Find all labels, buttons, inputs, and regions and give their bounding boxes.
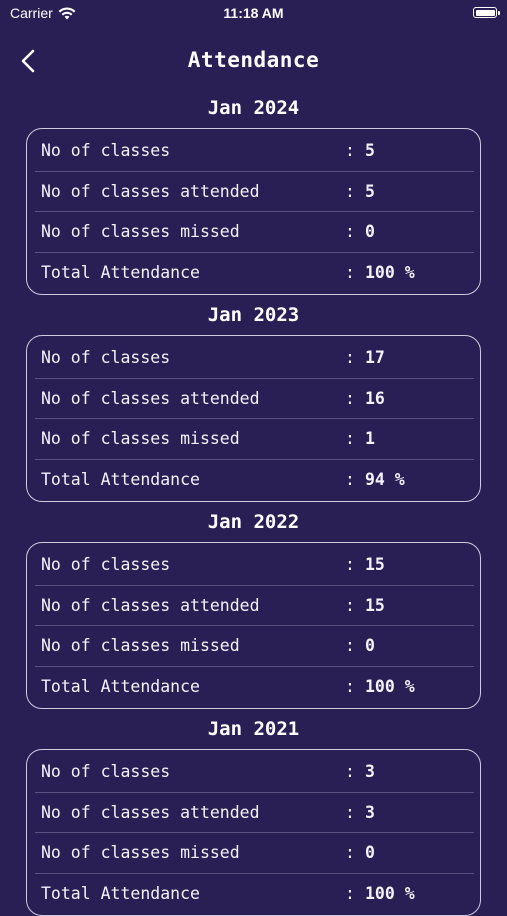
row-colon: : <box>345 429 355 449</box>
row-value: 1 <box>365 429 375 449</box>
row-value: 0 <box>365 636 375 656</box>
row-classes: No of classes : 17 <box>35 338 474 379</box>
section-title: Jan 2022 <box>207 511 300 533</box>
row-value: 3 <box>365 802 375 822</box>
nav-bar: Attendance <box>0 40 507 80</box>
row-colon: : <box>345 348 355 368</box>
row-colon: : <box>345 555 355 575</box>
row-missed: No of classes missed : 1 <box>35 419 474 460</box>
row-label: Total Attendance <box>41 676 200 696</box>
row-label: No of classes missed <box>41 429 240 449</box>
row-classes: No of classes : 3 <box>35 752 474 793</box>
row-total: Total Attendance : 100 % <box>35 667 474 707</box>
row-attended: No of classes attended : 16 <box>35 379 474 419</box>
row-value: 0 <box>365 843 375 863</box>
battery-icon <box>473 7 500 18</box>
row-missed: No of classes missed : 0 <box>35 212 474 253</box>
row-colon: : <box>345 141 355 161</box>
row-classes: No of classes : 5 <box>35 131 474 172</box>
row-missed: No of classes missed : 0 <box>35 833 474 874</box>
attendance-card: No of classes : 5 No of classes attended… <box>26 128 481 295</box>
row-label: No of classes missed <box>41 222 240 242</box>
back-button[interactable] <box>14 44 44 76</box>
row-value: 15 <box>365 555 385 575</box>
row-value: 0 <box>365 222 375 242</box>
row-label: No of classes missed <box>41 843 240 863</box>
row-value: 100 % <box>365 262 415 282</box>
row-total: Total Attendance : 94 % <box>35 460 474 500</box>
row-value: 5 <box>365 141 375 161</box>
row-total: Total Attendance : 100 % <box>35 874 474 914</box>
row-value: 16 <box>365 388 385 408</box>
row-label: No of classes attended <box>41 388 260 408</box>
attendance-card: No of classes : 3 No of classes attended… <box>26 749 481 916</box>
attendance-list: Jan 2024 No of classes : 5 No of classes… <box>0 88 507 916</box>
wifi-icon <box>58 6 76 19</box>
section-jan-2022: Jan 2022 No of classes : 15 No of classe… <box>0 502 507 709</box>
row-attended: No of classes attended : 15 <box>35 586 474 626</box>
section-title: Jan 2023 <box>207 304 300 326</box>
section-jan-2024: Jan 2024 No of classes : 5 No of classes… <box>0 88 507 295</box>
row-value: 3 <box>365 762 375 782</box>
row-missed: No of classes missed : 0 <box>35 626 474 667</box>
status-time: 11:18 AM <box>223 5 284 21</box>
row-value: 100 % <box>365 883 415 903</box>
row-value: 5 <box>365 181 375 201</box>
row-label: No of classes <box>41 348 171 368</box>
row-colon: : <box>345 469 355 489</box>
chevron-left-icon <box>21 49 35 73</box>
row-colon: : <box>345 636 355 656</box>
row-colon: : <box>345 222 355 242</box>
row-colon: : <box>345 883 355 903</box>
row-label: No of classes attended <box>41 802 260 822</box>
section-jan-2021: Jan 2021 No of classes : 3 No of classes… <box>0 709 507 916</box>
carrier-group: Carrier <box>10 5 76 21</box>
row-label: No of classes missed <box>41 636 240 656</box>
row-total: Total Attendance : 100 % <box>35 253 474 293</box>
carrier-label: Carrier <box>10 5 53 21</box>
row-attended: No of classes attended : 3 <box>35 793 474 833</box>
row-colon: : <box>345 762 355 782</box>
attendance-card: No of classes : 15 No of classes attende… <box>26 542 481 709</box>
row-colon: : <box>345 262 355 282</box>
row-label: Total Attendance <box>41 883 200 903</box>
row-label: Total Attendance <box>41 262 200 282</box>
row-colon: : <box>345 595 355 615</box>
row-value: 17 <box>365 348 385 368</box>
row-colon: : <box>345 388 355 408</box>
row-colon: : <box>345 676 355 696</box>
row-colon: : <box>345 843 355 863</box>
row-value: 94 % <box>365 469 405 489</box>
status-bar: Carrier 11:18 AM <box>0 0 507 28</box>
section-title: Jan 2024 <box>207 97 300 119</box>
row-value: 15 <box>365 595 385 615</box>
row-label: No of classes <box>41 555 171 575</box>
attendance-card: No of classes : 17 No of classes attende… <box>26 335 481 502</box>
page-title: Attendance <box>187 48 320 72</box>
row-label: Total Attendance <box>41 469 200 489</box>
section-title: Jan 2021 <box>207 718 300 740</box>
row-attended: No of classes attended : 5 <box>35 172 474 212</box>
row-label: No of classes attended <box>41 181 260 201</box>
row-classes: No of classes : 15 <box>35 545 474 586</box>
row-value: 100 % <box>365 676 415 696</box>
row-label: No of classes <box>41 762 171 782</box>
row-colon: : <box>345 802 355 822</box>
row-label: No of classes attended <box>41 595 260 615</box>
row-colon: : <box>345 181 355 201</box>
section-jan-2023: Jan 2023 No of classes : 17 No of classe… <box>0 295 507 502</box>
row-label: No of classes <box>41 141 171 161</box>
